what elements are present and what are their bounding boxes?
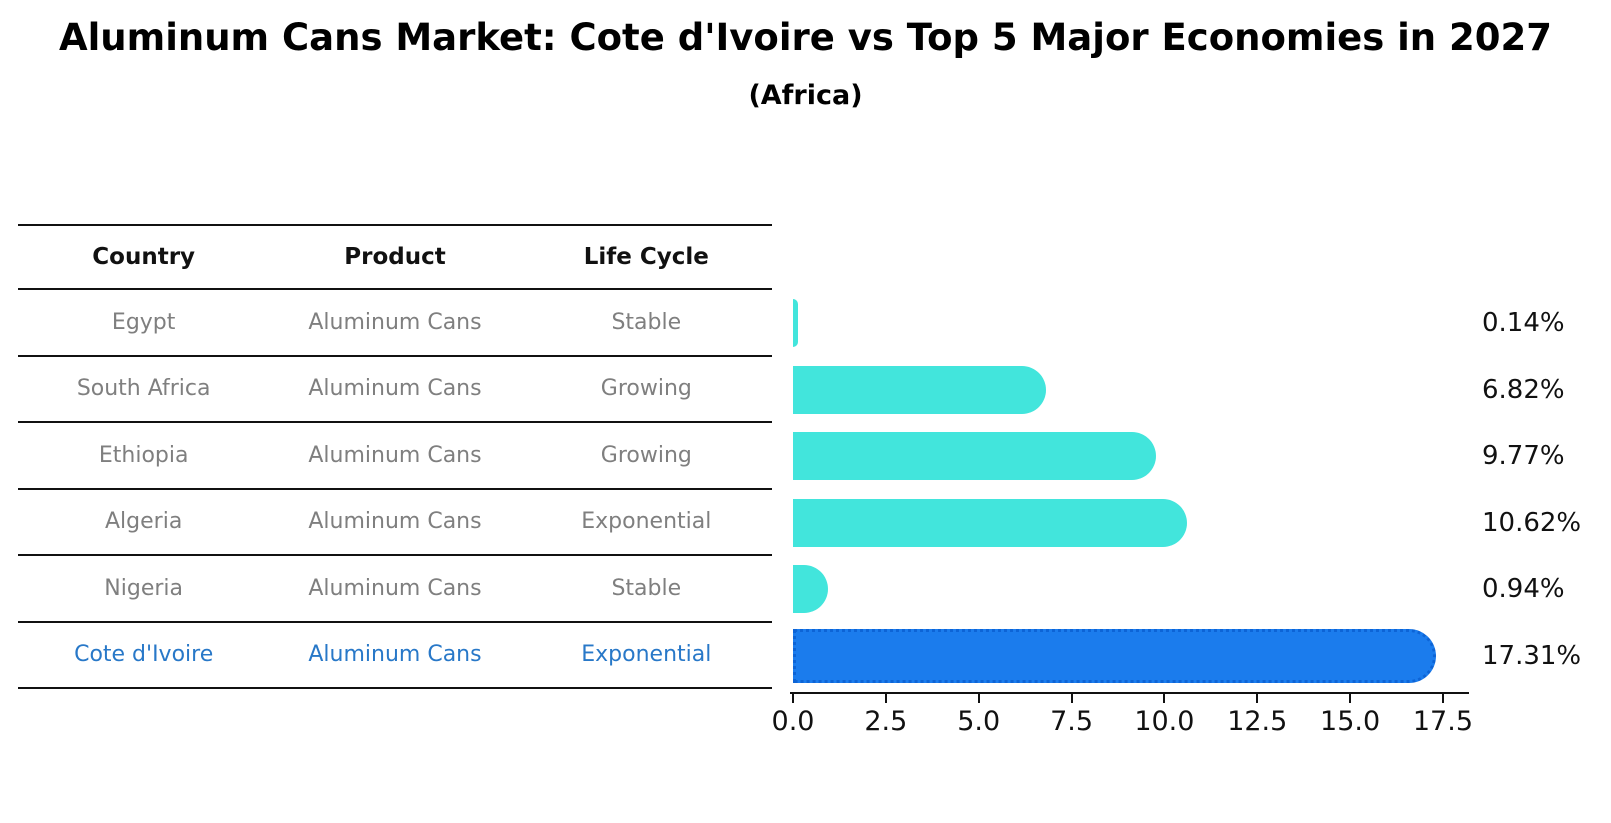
- table-row-ethiopia: Ethiopia Aluminum Cans Growing: [18, 423, 772, 490]
- table-cell-life-cycle: Stable: [611, 309, 682, 335]
- chart-title: Aluminum Cans Market: Cote d'Ivoire vs T…: [58, 16, 1553, 59]
- table-row-algeria: Algeria Aluminum Cans Exponential: [18, 490, 772, 556]
- table-header-life-cycle: Life Cycle: [583, 244, 709, 270]
- x-axis-line: [790, 692, 1469, 695]
- bar-value-egypt: 0.14%: [1482, 308, 1565, 338]
- table-cell-product: Aluminum Cans: [308, 309, 482, 335]
- table-cell-product: Aluminum Cans: [308, 509, 482, 535]
- table-cell-life-cycle: Growing: [600, 376, 692, 402]
- x-tick-mark: [1070, 694, 1073, 703]
- x-tick-mark: [1441, 694, 1444, 703]
- bar-egypt: [793, 299, 799, 348]
- table-cell-product: Aluminum Cans: [308, 376, 482, 402]
- x-tick-label: 0.0: [771, 706, 815, 737]
- table-body: Egypt Aluminum Cans Stable South Africa Alum…: [18, 290, 772, 689]
- x-tick-mark: [977, 694, 980, 703]
- table-header-product: Product: [344, 244, 446, 270]
- table-cell-country: Egypt: [111, 309, 176, 335]
- table-cell-life-cycle: Exponential: [581, 509, 712, 535]
- table-cell-country: Cote d'Ivoire: [74, 642, 214, 668]
- table-row-nigeria: Nigeria Aluminum Cans Stable: [18, 556, 772, 623]
- table-cell-country: South Africa: [76, 376, 211, 402]
- bar-south-africa: [793, 365, 1047, 414]
- bar-value-algeria: 10.62%: [1482, 507, 1582, 538]
- table-cell-life-cycle: Exponential: [581, 642, 712, 668]
- comparison-table: Country Product Life Cycle Egypt Aluminum…: [18, 224, 772, 689]
- bar-value-nigeria: 0.94%: [1482, 574, 1565, 604]
- x-tick-label: 12.5: [1227, 706, 1288, 737]
- bar-value-south-africa: 6.82%: [1482, 374, 1565, 405]
- table-row-south-africa: South Africa Aluminum Cans Growing: [18, 357, 772, 423]
- x-tick-mark: [884, 694, 887, 703]
- bar-value-ethiopia: 9.77%: [1482, 441, 1565, 471]
- bar-algeria: [793, 498, 1188, 547]
- x-tick-mark: [792, 694, 794, 703]
- table-cell-life-cycle: Stable: [611, 575, 682, 601]
- x-tick-mark: [1163, 694, 1166, 703]
- table-header-row: Country Product Life Cycle: [18, 226, 772, 290]
- x-tick-mark: [1256, 694, 1259, 703]
- bar-cote-d-ivoire: [793, 628, 1436, 683]
- table-cell-product: Aluminum Cans: [308, 442, 482, 468]
- chart-subtitle: (Africa): [748, 80, 863, 111]
- table-row-egypt: Egypt Aluminum Cans Stable: [18, 290, 772, 357]
- x-tick-label: 10.0: [1134, 706, 1195, 737]
- table-cell-product: Aluminum Cans: [308, 575, 482, 601]
- bar-ethiopia: [793, 432, 1156, 481]
- x-tick-label: 15.0: [1320, 706, 1381, 737]
- x-tick-label: 2.5: [864, 706, 908, 737]
- x-tick-label: 5.0: [957, 706, 1001, 737]
- x-tick-label: 17.5: [1412, 706, 1473, 737]
- table-header-country: Country: [92, 244, 196, 270]
- table-cell-country: Nigeria: [104, 575, 184, 601]
- x-tick-mark: [1349, 694, 1352, 703]
- table-row-cote-d-ivoire: Cote d'Ivoire Aluminum Cans Exponential: [18, 623, 772, 689]
- table-cell-country: Ethiopia: [98, 442, 189, 468]
- bar-value-cote-d-ivoire: 17.31%: [1482, 640, 1582, 671]
- x-tick-label: 7.5: [1050, 706, 1094, 737]
- bar-chart: [793, 290, 1493, 690]
- table-cell-life-cycle: Growing: [600, 442, 692, 468]
- table-cell-product: Aluminum Cans: [308, 642, 482, 668]
- bar-nigeria: [793, 565, 828, 614]
- table-cell-country: Algeria: [105, 509, 183, 535]
